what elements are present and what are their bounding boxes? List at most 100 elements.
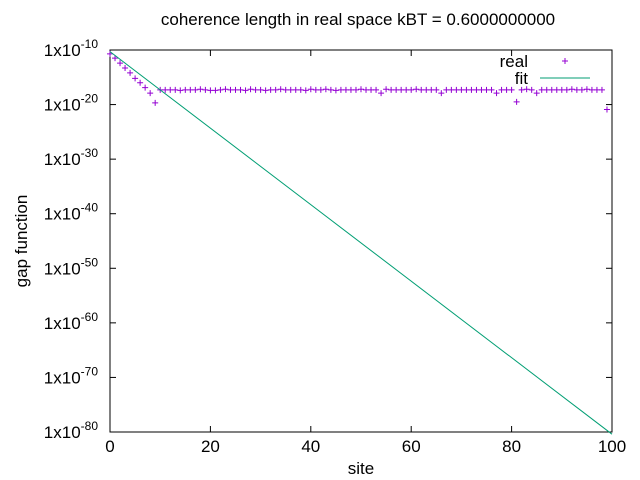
data-point [573,86,580,93]
legend-label-real: real [500,52,528,71]
y-axis: 1x10-10 1x10-20 1x10-30 1x10-40 1x10-50 1x10-… [44,37,612,442]
data-point [282,86,289,93]
data-point [112,55,119,62]
data-point [117,60,124,67]
data-point [277,86,284,93]
data-point [342,86,349,93]
x-axis: 0 20 40 60 80 100 [105,50,626,456]
data-point [322,86,329,93]
data-point [327,86,334,93]
data-point [317,86,324,93]
data-point [523,86,530,93]
data-point [177,87,184,94]
data-point [252,86,259,93]
y-tick-label: 1x10-10 [44,37,99,60]
data-point [217,86,224,93]
data-point [458,86,465,93]
data-point [548,86,555,93]
plot-area [107,50,613,435]
data-point [162,86,169,93]
data-point [373,86,380,93]
data-point [558,86,565,93]
data-point [347,86,354,93]
data-point [212,87,219,94]
data-point [142,84,149,91]
data-point [122,65,129,72]
data-point [287,86,294,93]
plot-frame [109,49,613,433]
data-point [473,86,480,93]
data-point [508,86,515,93]
legend-swatch-real [562,58,568,64]
data-point [127,69,134,76]
data-point [578,86,585,93]
x-tick-label: 60 [402,437,421,456]
y-axis-label: gap function [12,195,31,288]
data-point [443,86,450,93]
data-point [398,86,405,93]
data-point [222,86,229,93]
data-point [297,86,304,93]
data-point [588,86,595,93]
data-point [172,86,179,93]
x-tick-label: 40 [301,437,320,456]
data-point [388,86,395,93]
data-point [197,86,204,93]
x-tick-label: 80 [502,437,521,456]
data-point [187,86,194,93]
y-tick-label: 1x10-30 [44,146,99,169]
data-point [152,99,159,106]
data-point [468,86,475,93]
y-tick-label: 1x10-80 [44,419,99,442]
data-point [352,86,359,93]
y-tick-label: 1x10-50 [44,255,99,278]
data-point [232,86,239,93]
data-point [453,86,460,93]
y-tick-label: 1x10-40 [44,201,99,224]
data-point [513,98,520,105]
data-point [533,90,540,97]
data-point [393,86,400,93]
data-point [428,86,435,93]
data-point [518,86,525,93]
data-point [378,90,385,97]
legend-label-fit: fit [515,69,529,88]
data-point [448,86,455,93]
data-point [337,86,344,93]
data-point [583,86,590,93]
chart-title: coherence length in real space kBT = 0.6… [161,10,555,29]
data-point [383,86,390,93]
data-point [302,87,309,94]
data-point [207,87,214,94]
data-point [498,86,505,93]
y-tick-label: 1x10-70 [44,364,99,387]
data-point [408,86,415,93]
data-point [503,86,510,93]
x-tick-label: 20 [201,437,220,456]
data-point [307,86,314,93]
data-point [423,86,430,93]
data-point [568,86,575,93]
y-tick-label: 1x10-60 [44,310,99,333]
data-point [488,86,495,93]
data-point [463,86,470,93]
data-point [147,90,154,97]
data-point [267,86,274,93]
fit-series-line [109,51,613,435]
data-point [563,86,570,93]
data-point [538,86,545,93]
data-point [598,86,605,93]
data-point [272,86,279,93]
real-series [107,50,610,113]
y-tick-label: 1x10-20 [44,92,99,115]
data-point [167,86,174,93]
data-point [202,86,209,93]
data-point [262,87,269,94]
data-point [358,86,364,93]
data-point [132,75,139,82]
data-point [493,90,500,97]
data-point [543,86,550,93]
data-point [237,86,244,93]
data-point [137,79,144,86]
